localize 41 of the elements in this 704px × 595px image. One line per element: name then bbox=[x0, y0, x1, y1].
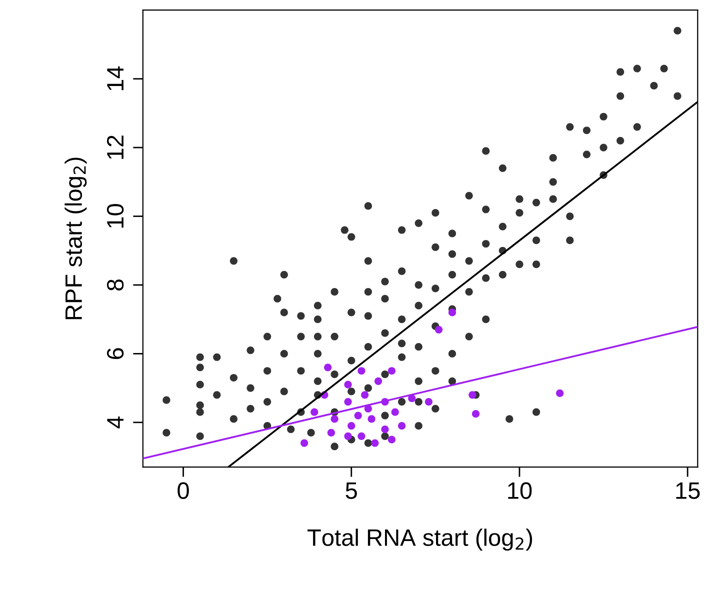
point bbox=[448, 308, 456, 316]
x-axis-title: Total RNA start (log$_{2}$) bbox=[307, 528, 532, 551]
point bbox=[364, 404, 372, 412]
point bbox=[368, 415, 376, 423]
y-tick-label: 14 bbox=[107, 66, 124, 90]
point bbox=[348, 422, 356, 430]
x-tick-label: 0 bbox=[178, 482, 189, 499]
point bbox=[391, 408, 399, 416]
point bbox=[358, 367, 366, 375]
point bbox=[408, 394, 416, 402]
point bbox=[424, 398, 432, 406]
point bbox=[371, 439, 379, 447]
x-tick-label: 10 bbox=[508, 482, 532, 499]
point bbox=[472, 410, 480, 418]
point bbox=[388, 436, 396, 444]
point bbox=[344, 380, 352, 388]
y-tick-label: 8 bbox=[106, 279, 124, 291]
point bbox=[330, 415, 338, 423]
point bbox=[374, 377, 382, 385]
point bbox=[468, 391, 476, 399]
point bbox=[324, 364, 332, 372]
point bbox=[381, 425, 389, 434]
y-tick-label: 4 bbox=[107, 416, 124, 428]
y-tick-label: 12 bbox=[106, 136, 124, 159]
x-tick-label: 5 bbox=[346, 482, 357, 499]
point bbox=[358, 432, 366, 440]
point bbox=[556, 389, 564, 398]
point bbox=[398, 422, 406, 430]
y-tick-label: 6 bbox=[106, 348, 124, 360]
point bbox=[434, 326, 443, 334]
point bbox=[300, 439, 308, 447]
y-tick-label: 10 bbox=[106, 204, 124, 228]
point bbox=[327, 428, 335, 437]
point bbox=[354, 412, 362, 420]
point bbox=[388, 367, 396, 375]
point bbox=[344, 398, 352, 406]
point bbox=[361, 391, 369, 399]
point bbox=[310, 408, 318, 416]
point bbox=[344, 432, 352, 440]
x-tick-label: 15 bbox=[676, 482, 700, 499]
y-axis-title: RPF start (log$_{2}$) bbox=[64, 158, 87, 320]
